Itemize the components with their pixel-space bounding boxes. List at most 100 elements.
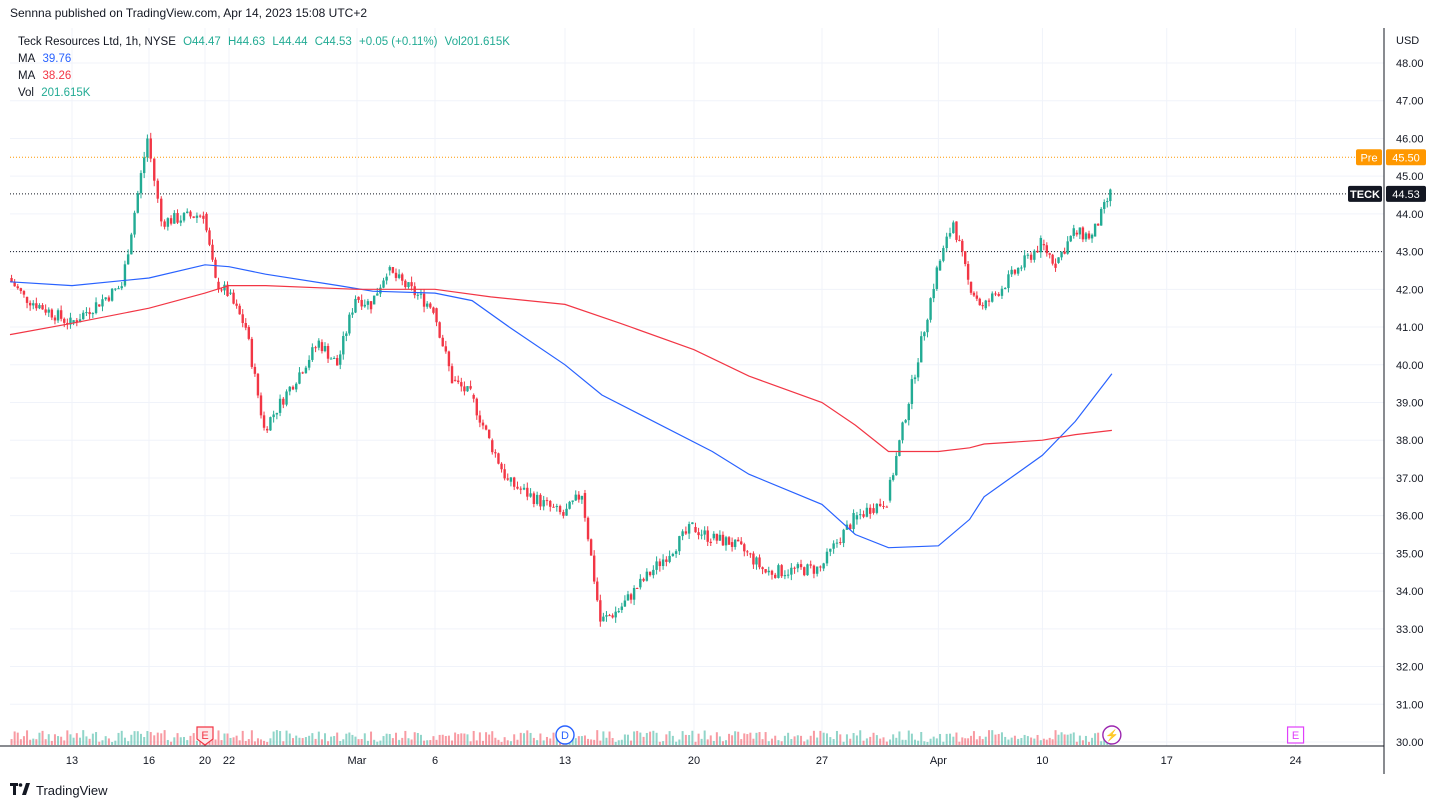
candle-body xyxy=(339,354,342,365)
candle-body xyxy=(241,314,244,324)
volume-bar xyxy=(382,736,385,745)
volume-bar xyxy=(767,741,770,745)
candle-body xyxy=(311,347,314,360)
candle-body xyxy=(655,561,658,570)
volume-bar xyxy=(917,740,920,745)
volume-bar xyxy=(266,741,269,745)
volume-bar xyxy=(901,739,904,745)
volume-bar xyxy=(932,736,935,745)
price-tick-label: 41.00 xyxy=(1396,322,1424,334)
candle-body xyxy=(932,288,935,299)
volume-bar xyxy=(304,737,307,745)
candle-body xyxy=(226,284,229,297)
candle-body xyxy=(59,310,63,319)
volume-bar xyxy=(777,740,780,745)
volume-bar xyxy=(889,739,892,745)
candle-body xyxy=(326,345,330,359)
volume-bar xyxy=(599,740,602,745)
volume-bar xyxy=(639,732,642,745)
volume-bar xyxy=(438,734,441,745)
volume-bar xyxy=(292,738,294,745)
candle-body xyxy=(1000,288,1004,296)
tradingview-logo[interactable]: TradingView xyxy=(10,783,108,798)
volume-bar xyxy=(232,737,235,745)
volume-bar xyxy=(117,732,120,745)
volume-bar xyxy=(904,739,907,745)
candle-body xyxy=(721,534,725,546)
volume-bar xyxy=(800,735,803,745)
candle-body xyxy=(441,337,444,347)
volume-bar xyxy=(675,741,678,745)
volume-bar xyxy=(429,740,432,745)
candle-body xyxy=(842,529,845,544)
volume-bar xyxy=(19,739,22,745)
tradingview-logo-icon xyxy=(10,783,30,798)
candle-body xyxy=(372,295,376,305)
candle-body xyxy=(69,317,72,325)
legend-volume: Vol 201.615K xyxy=(18,85,514,102)
candle-body xyxy=(314,347,317,349)
candle-body xyxy=(736,539,740,542)
volume-bar xyxy=(519,732,522,745)
volume-bar xyxy=(226,733,229,745)
candle-body xyxy=(558,506,562,513)
candle-body xyxy=(542,500,545,507)
candle-body xyxy=(1075,232,1079,235)
volume-bar xyxy=(153,735,156,745)
volume-bar xyxy=(835,730,838,745)
volume-bar xyxy=(506,740,509,745)
candle-body xyxy=(859,514,862,516)
volume-bar xyxy=(652,730,655,745)
candle-body xyxy=(282,398,285,405)
volume-bar xyxy=(488,734,491,745)
volume-bar xyxy=(549,738,552,745)
earnings-future-marker-label: E xyxy=(1292,730,1299,742)
time-axis: 13 16 20 22 Mar 6 13 20 27 Apr 10 17 24 xyxy=(66,755,1302,767)
ma-fast-line xyxy=(9,264,1113,549)
candle-body xyxy=(780,565,783,577)
volume-bar xyxy=(984,736,987,745)
price-tick-label: 38.00 xyxy=(1396,435,1424,447)
volume-bar xyxy=(697,733,700,745)
volume-bar xyxy=(22,736,25,745)
volume-bar xyxy=(829,737,832,745)
volume-bar xyxy=(691,730,694,745)
price-tick-label: 40.00 xyxy=(1396,360,1424,372)
candle-body xyxy=(211,244,214,260)
volume-bar xyxy=(910,733,913,745)
volume-bars xyxy=(10,730,1112,745)
volume-bar xyxy=(967,738,970,745)
volume-bar xyxy=(812,730,815,745)
time-tick-label: 10 xyxy=(1036,755,1048,767)
volume-bar xyxy=(320,739,323,745)
candle-body xyxy=(238,305,241,315)
candle-body xyxy=(22,291,26,295)
time-tick-label: 17 xyxy=(1161,755,1173,767)
volume-bar xyxy=(764,732,767,745)
candle-body xyxy=(307,359,311,368)
candle-body xyxy=(945,236,948,249)
volume-bar xyxy=(929,738,932,745)
currency-label: USD xyxy=(1396,35,1419,47)
volume-bar xyxy=(774,735,777,745)
candle-body xyxy=(351,312,354,315)
volume-bar xyxy=(740,739,743,745)
candle-body xyxy=(740,541,743,545)
volume-bar xyxy=(244,740,247,745)
candle-body xyxy=(935,267,939,289)
candle-body xyxy=(156,180,159,199)
candle-body xyxy=(435,308,438,323)
volume-bar xyxy=(345,733,348,745)
candle-body xyxy=(192,216,195,218)
candle-body xyxy=(500,463,503,470)
candle-body xyxy=(1103,202,1106,209)
candle-body xyxy=(329,358,333,360)
volume-bar xyxy=(235,735,238,745)
candle-body xyxy=(532,493,536,504)
volume-bar xyxy=(13,731,16,745)
volume-bar xyxy=(715,732,718,745)
candle-body xyxy=(275,412,279,415)
candle-body xyxy=(88,312,91,315)
candle-body xyxy=(815,566,819,574)
